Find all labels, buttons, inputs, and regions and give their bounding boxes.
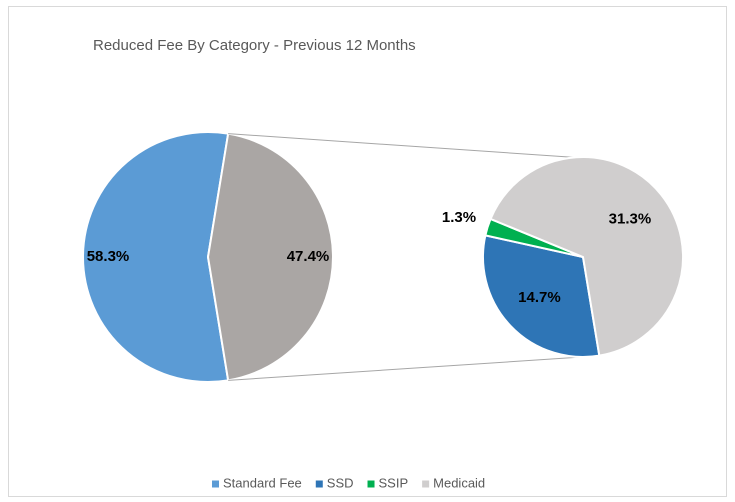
data-label: 31.3%: [609, 211, 652, 228]
data-label: 58.3%: [87, 248, 130, 265]
pie-slice: [489, 156, 684, 357]
chart-title: Reduced Fee By Category - Previous 12 Mo…: [93, 37, 416, 54]
legend-label: SSIP: [379, 475, 409, 490]
data-label: 47.4%: [287, 248, 330, 265]
pie-slice: [82, 131, 230, 383]
pie-slice: [206, 132, 335, 382]
legend-swatch: [315, 480, 323, 488]
legend-label: Standard Fee: [223, 475, 302, 490]
legend-label: Medicaid: [433, 475, 485, 490]
legend-swatch: [422, 480, 430, 488]
legend-swatch: [212, 480, 219, 488]
pie-slice: [482, 234, 601, 358]
legend-label: SSD: [327, 475, 354, 490]
legend-swatch: [367, 480, 375, 488]
data-label: 1.3%: [442, 209, 476, 226]
connector-line: [228, 355, 597, 381]
connector-line: [228, 133, 575, 158]
data-label: 14.7%: [518, 289, 561, 306]
